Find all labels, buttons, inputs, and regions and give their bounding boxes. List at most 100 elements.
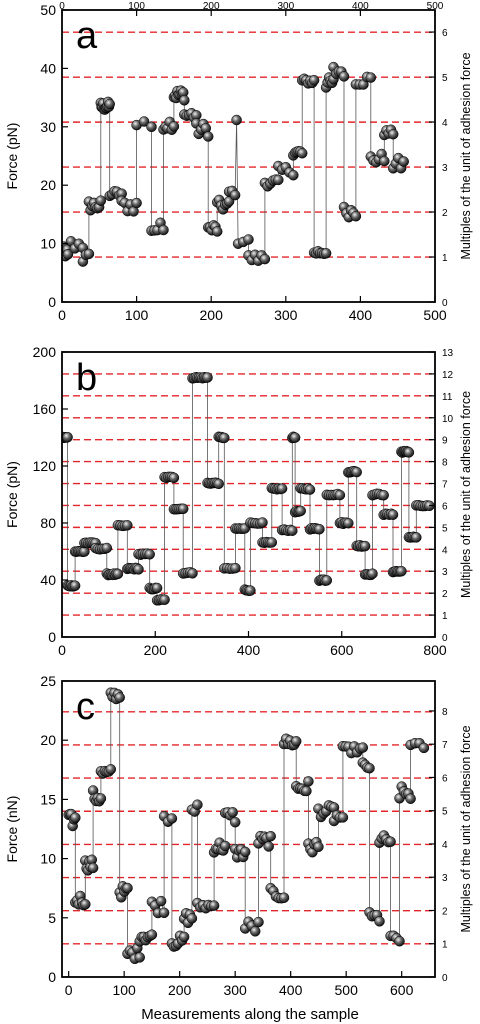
x-tick-label: 200 — [168, 982, 192, 998]
x-tick-label: 500 — [335, 982, 359, 998]
y2-tick-label: 6 — [442, 773, 448, 784]
data-point — [202, 372, 213, 383]
data-point — [229, 816, 241, 828]
data-point — [187, 568, 198, 579]
x-tick-label: 0 — [58, 307, 66, 323]
data-point — [398, 156, 409, 167]
data-point — [208, 900, 220, 911]
data-point — [146, 929, 158, 940]
y2-tick-label: 10 — [442, 414, 454, 425]
data-point — [385, 836, 396, 847]
x-tick-label: 0 — [58, 642, 66, 658]
y2-tick-label: 8 — [442, 707, 448, 718]
data-point — [70, 812, 81, 823]
data-point — [122, 882, 133, 894]
data-point — [158, 907, 170, 919]
x-tick-label: 200 — [200, 307, 224, 323]
data-point — [134, 952, 145, 963]
data-point — [243, 234, 254, 245]
data-point — [403, 447, 415, 458]
x-tick-label: 400 — [279, 982, 303, 998]
data-point — [178, 931, 190, 943]
x-tick-label: 200 — [144, 642, 168, 658]
x-tick-label: 300 — [223, 982, 247, 998]
data-point — [202, 131, 214, 142]
data-point — [83, 248, 95, 260]
y2-tick-label: 8 — [442, 458, 448, 469]
plot-frame — [61, 680, 436, 978]
y-tick-label: 40 — [40, 572, 56, 588]
data-point — [62, 249, 74, 260]
data-point — [367, 568, 378, 579]
data-point — [62, 431, 73, 443]
top-tick-label: 200 — [203, 1, 220, 12]
x-tick-label: 400 — [237, 642, 261, 658]
panel-b: 0 200 400 600 800040801201602000123456789101… — [4, 344, 473, 658]
data-point — [343, 517, 354, 529]
plot-frame — [61, 9, 436, 303]
y2-tick-label: 1 — [442, 940, 448, 951]
y2-tick-label: 13 — [442, 348, 454, 359]
y-tick-label: 50 — [40, 2, 56, 18]
data-point — [313, 841, 324, 853]
data-point — [211, 226, 223, 237]
panel-label: b — [76, 357, 97, 399]
top-tick-label: 400 — [352, 1, 369, 12]
data-point — [144, 549, 155, 560]
y2-tick-label: 1 — [442, 253, 448, 264]
y-tick-label: 10 — [40, 851, 56, 867]
y2-tick-label: 6 — [442, 28, 448, 39]
data-point — [230, 562, 241, 574]
y2-axis-label: Multiples of the unit of adhesion force — [459, 725, 473, 932]
data-point — [265, 830, 276, 842]
y-tick-label: 25 — [40, 673, 56, 689]
y2-tick-label: 4 — [442, 118, 448, 129]
panel-label: c — [76, 686, 95, 728]
y2-tick-label: 0 — [442, 973, 448, 984]
data-point — [304, 484, 316, 495]
data-point — [192, 799, 203, 810]
y2-tick-label: 5 — [442, 73, 448, 84]
data-point — [245, 585, 256, 596]
data-point — [159, 594, 170, 605]
y2-tick-label: 3 — [442, 873, 448, 884]
y-tick-label: 20 — [40, 177, 56, 193]
x-tick-label: 100 — [112, 982, 136, 998]
y2-tick-label: 2 — [442, 906, 448, 917]
data-point — [295, 505, 306, 517]
data-point — [374, 916, 385, 927]
data-point — [168, 121, 180, 132]
y2-tick-label: 5 — [442, 807, 448, 818]
x-tick-label: 300 — [274, 307, 298, 323]
y2-tick-label: 6 — [442, 501, 448, 512]
data-point — [186, 913, 198, 924]
data-point — [227, 807, 238, 818]
data-point — [249, 926, 261, 937]
data-point — [379, 155, 390, 167]
x-tick-label: 100 — [125, 307, 149, 323]
data-point — [303, 776, 314, 787]
data-point — [151, 582, 163, 594]
y-tick-label: 0 — [48, 969, 56, 985]
data-point — [357, 742, 369, 753]
y-tick-label: 10 — [40, 236, 56, 252]
data-point — [418, 742, 430, 754]
top-tick-label: 0 — [59, 1, 65, 12]
data-point — [168, 472, 180, 484]
y2-tick-label: 0 — [442, 298, 448, 309]
data-point — [276, 483, 288, 494]
data-point — [138, 116, 150, 127]
data-point — [69, 580, 81, 591]
data-point — [301, 785, 312, 797]
data-point — [229, 189, 241, 201]
data-point — [155, 895, 167, 907]
data-point — [177, 503, 189, 515]
y2-tick-label: 4 — [442, 545, 448, 556]
data-point — [365, 72, 377, 83]
data-point — [112, 568, 124, 580]
data-point — [95, 195, 107, 206]
data-point — [101, 542, 113, 554]
top-tick-label: 100 — [128, 1, 145, 12]
y2-axis-label: Multiples of the unit of adhesion force — [459, 52, 473, 259]
